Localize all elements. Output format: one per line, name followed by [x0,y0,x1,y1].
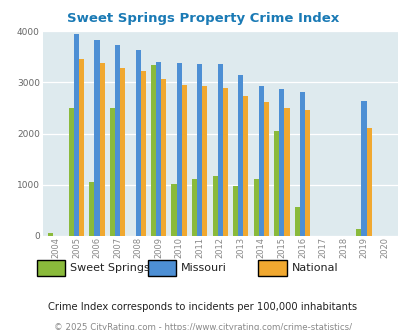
Bar [181,84,186,236]
Bar [253,179,258,236]
Bar [222,88,227,236]
Bar [356,229,360,236]
Bar [161,80,166,236]
Bar [99,63,104,236]
Bar [176,63,181,236]
Bar [89,182,94,236]
Bar [294,207,299,236]
Bar [232,186,238,236]
Bar [171,184,176,236]
Bar [279,89,284,236]
Bar [151,65,156,236]
Text: Missouri: Missouri [180,263,226,273]
Text: Sweet Springs: Sweet Springs [70,263,149,273]
Bar [94,40,99,236]
Bar [304,110,309,236]
Bar [110,108,115,236]
Bar [115,45,120,236]
Bar [366,128,371,236]
Bar [238,75,243,236]
Bar [192,179,197,236]
Bar [299,92,304,236]
Text: National: National [291,263,338,273]
Bar [48,233,53,236]
Bar [202,85,207,236]
Bar [263,102,269,236]
Bar [284,108,289,236]
Bar [74,34,79,236]
Bar [197,64,202,236]
Bar [68,108,74,236]
Bar [360,101,366,236]
Bar [212,176,217,236]
Bar [273,131,279,236]
Bar [135,50,141,236]
Bar [79,59,84,236]
Text: Sweet Springs Property Crime Index: Sweet Springs Property Crime Index [67,12,338,24]
Bar [217,64,222,236]
Bar [120,68,125,236]
Bar [141,71,145,236]
Text: © 2025 CityRating.com - https://www.cityrating.com/crime-statistics/: © 2025 CityRating.com - https://www.city… [54,323,351,330]
Bar [243,96,248,236]
Bar [258,85,263,236]
Text: Crime Index corresponds to incidents per 100,000 inhabitants: Crime Index corresponds to incidents per… [48,302,357,312]
Bar [156,62,161,236]
